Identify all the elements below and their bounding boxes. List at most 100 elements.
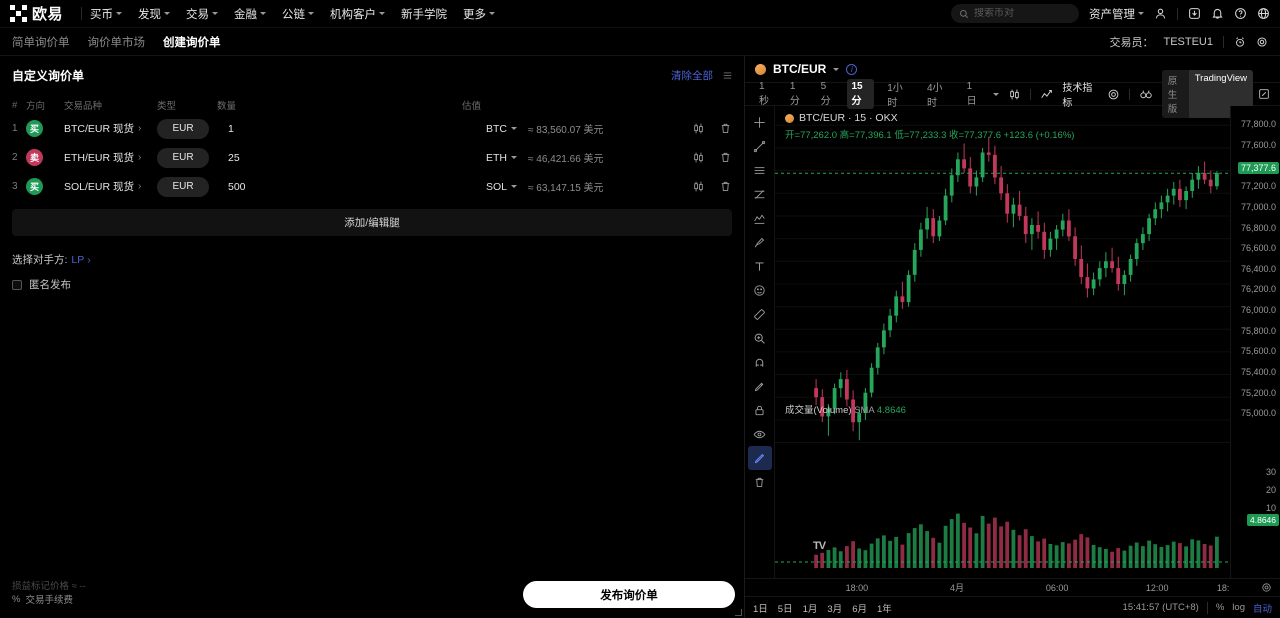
tab-create-rfq[interactable]: 创建询价单 [163, 28, 221, 55]
pen-measure-icon[interactable] [748, 374, 772, 398]
row-currency-selector[interactable]: ETH [462, 152, 517, 164]
row-symbol-selector[interactable]: SOL/EUR 现货 › [64, 179, 157, 194]
nav-item-buy-crypto[interactable]: 买币 [90, 6, 123, 22]
search-box[interactable] [951, 4, 1079, 23]
direction-badge-buy[interactable]: 买 [26, 120, 43, 137]
range-6m[interactable]: 6月 [852, 603, 867, 615]
row-currency-selector[interactable]: SOL [462, 181, 517, 193]
globe-icon[interactable] [1257, 7, 1270, 20]
view-mode-native[interactable]: 原生版 [1167, 76, 1178, 115]
add-edit-leg-button[interactable]: 添加/编辑腿 [12, 209, 732, 236]
tab-rfq-market[interactable]: 询价单市场 [88, 28, 146, 55]
search-input[interactable] [974, 8, 1071, 19]
trend-line-icon[interactable] [748, 134, 772, 158]
range-5d[interactable]: 5日 [777, 603, 793, 615]
nav-item-discover[interactable]: 发现 [138, 6, 171, 22]
asset-management-menu[interactable]: 资产管理 [1089, 6, 1144, 22]
bell-icon[interactable] [1211, 7, 1224, 20]
row-direction[interactable]: 买 [26, 178, 64, 195]
log-scale-toggle[interactable]: log [1232, 602, 1245, 613]
timeframe-4h[interactable]: 4小时 [926, 83, 943, 109]
gear-icon[interactable] [1256, 36, 1268, 48]
timeframe-1d[interactable]: 1日 [966, 81, 977, 107]
row-quantity[interactable] [217, 122, 462, 135]
chart-settings-gear-icon[interactable] [1107, 88, 1120, 101]
nav-item-finance[interactable]: 金融 [234, 6, 267, 22]
quantity-input[interactable] [228, 122, 462, 135]
compare-icon[interactable] [1139, 88, 1153, 101]
direction-badge-sell[interactable]: 卖 [26, 149, 43, 166]
help-icon[interactable] [1234, 7, 1247, 20]
chevron-down-icon[interactable] [993, 92, 1000, 96]
zoom-in-icon[interactable] [748, 326, 772, 350]
row-direction[interactable]: 卖 [26, 149, 64, 166]
chevron-down-icon[interactable] [833, 67, 840, 71]
measure-ruler-icon[interactable] [748, 302, 772, 326]
range-1d[interactable]: 1日 [753, 603, 768, 615]
nav-item-academy[interactable]: 新手学院 [401, 6, 447, 22]
okx-logo[interactable]: 欧易 [10, 3, 73, 24]
emoji-icon[interactable] [748, 278, 772, 302]
alarm-icon[interactable] [1234, 36, 1246, 48]
nav-item-institutional[interactable]: 机构客户 [330, 6, 386, 22]
brush-icon[interactable] [748, 230, 772, 254]
magnet-icon[interactable] [748, 350, 772, 374]
timeframe-1s[interactable]: 1秒 [759, 81, 769, 107]
type-pill[interactable]: EUR [157, 118, 209, 139]
clear-all-button[interactable]: 清除全部 [671, 69, 713, 82]
delete-icon[interactable] [719, 151, 732, 164]
publish-rfq-button[interactable]: 发布询价单 [523, 581, 735, 608]
eye-visibility-icon[interactable] [748, 422, 772, 446]
crosshair-icon[interactable] [748, 110, 772, 134]
type-pill[interactable]: EUR [157, 147, 209, 168]
download-icon[interactable] [1188, 7, 1201, 20]
nav-item-more[interactable]: 更多 [463, 6, 496, 22]
drawing-mode-toggle-icon[interactable] [747, 446, 772, 470]
text-tool-icon[interactable] [748, 254, 772, 278]
nav-item-trade[interactable]: 交易 [186, 6, 219, 22]
panel-drag-handle[interactable] [723, 71, 732, 80]
row-quantity[interactable] [217, 180, 462, 193]
counterparty-selector[interactable]: LP › [71, 254, 90, 266]
indicators-icon[interactable] [1040, 88, 1053, 101]
info-icon[interactable]: i [846, 63, 858, 75]
timeframe-5m[interactable]: 5分 [820, 81, 831, 107]
quantity-input[interactable] [228, 180, 462, 193]
range-1y[interactable]: 1年 [876, 603, 892, 615]
candlestick-icon[interactable] [692, 180, 705, 193]
direction-badge-buy[interactable]: 买 [26, 178, 43, 195]
row-direction[interactable]: 买 [26, 120, 64, 137]
indicators-button[interactable]: 技术指标 [1062, 83, 1093, 109]
percent-scale-toggle[interactable]: % [1215, 602, 1225, 613]
user-icon[interactable] [1154, 7, 1167, 20]
row-quantity[interactable] [217, 151, 462, 164]
auto-scale-toggle[interactable]: 自动 [1252, 603, 1272, 615]
row-currency-selector[interactable]: BTC [462, 123, 517, 135]
time-axis-settings-icon[interactable] [1261, 582, 1272, 593]
row-symbol-selector[interactable]: BTC/EUR 现货 › [64, 121, 157, 136]
price-axis[interactable]: 77,800.077,600.077,400.077,200.077,000.0… [1230, 106, 1280, 578]
delete-icon[interactable] [719, 180, 732, 193]
chart-canvas-area[interactable]: BTC/EUR · 15 · OKX 开=77,262.0 高=77,396.1… [775, 106, 1230, 578]
fullscreen-icon[interactable] [1258, 88, 1270, 100]
resize-handle[interactable] [735, 609, 742, 616]
candlestick-icon[interactable] [692, 122, 705, 135]
row-symbol-selector[interactable]: ETH/EUR 现货 › [64, 150, 157, 165]
quantity-input[interactable] [228, 151, 462, 164]
fib-retracement-icon[interactable] [748, 182, 772, 206]
pattern-icon[interactable] [748, 206, 772, 230]
tab-simple-rfq[interactable]: 简单询价单 [12, 28, 70, 55]
delete-icon[interactable] [719, 122, 732, 135]
timeframe-1m[interactable]: 1分 [789, 81, 800, 107]
range-3m[interactable]: 3月 [827, 603, 843, 615]
candlestick-icon[interactable] [692, 151, 705, 164]
timeframe-15m[interactable]: 15分 [847, 79, 875, 109]
anonymous-checkbox[interactable] [12, 279, 22, 290]
type-pill[interactable]: EUR [157, 176, 209, 197]
trash-icon[interactable] [748, 470, 772, 494]
timeframe-1h[interactable]: 1小时 [887, 83, 903, 109]
range-1m[interactable]: 1月 [802, 603, 818, 615]
lock-icon[interactable] [748, 398, 772, 422]
nav-item-chain[interactable]: 公链 [282, 6, 315, 22]
horizontal-lines-icon[interactable] [748, 158, 772, 182]
